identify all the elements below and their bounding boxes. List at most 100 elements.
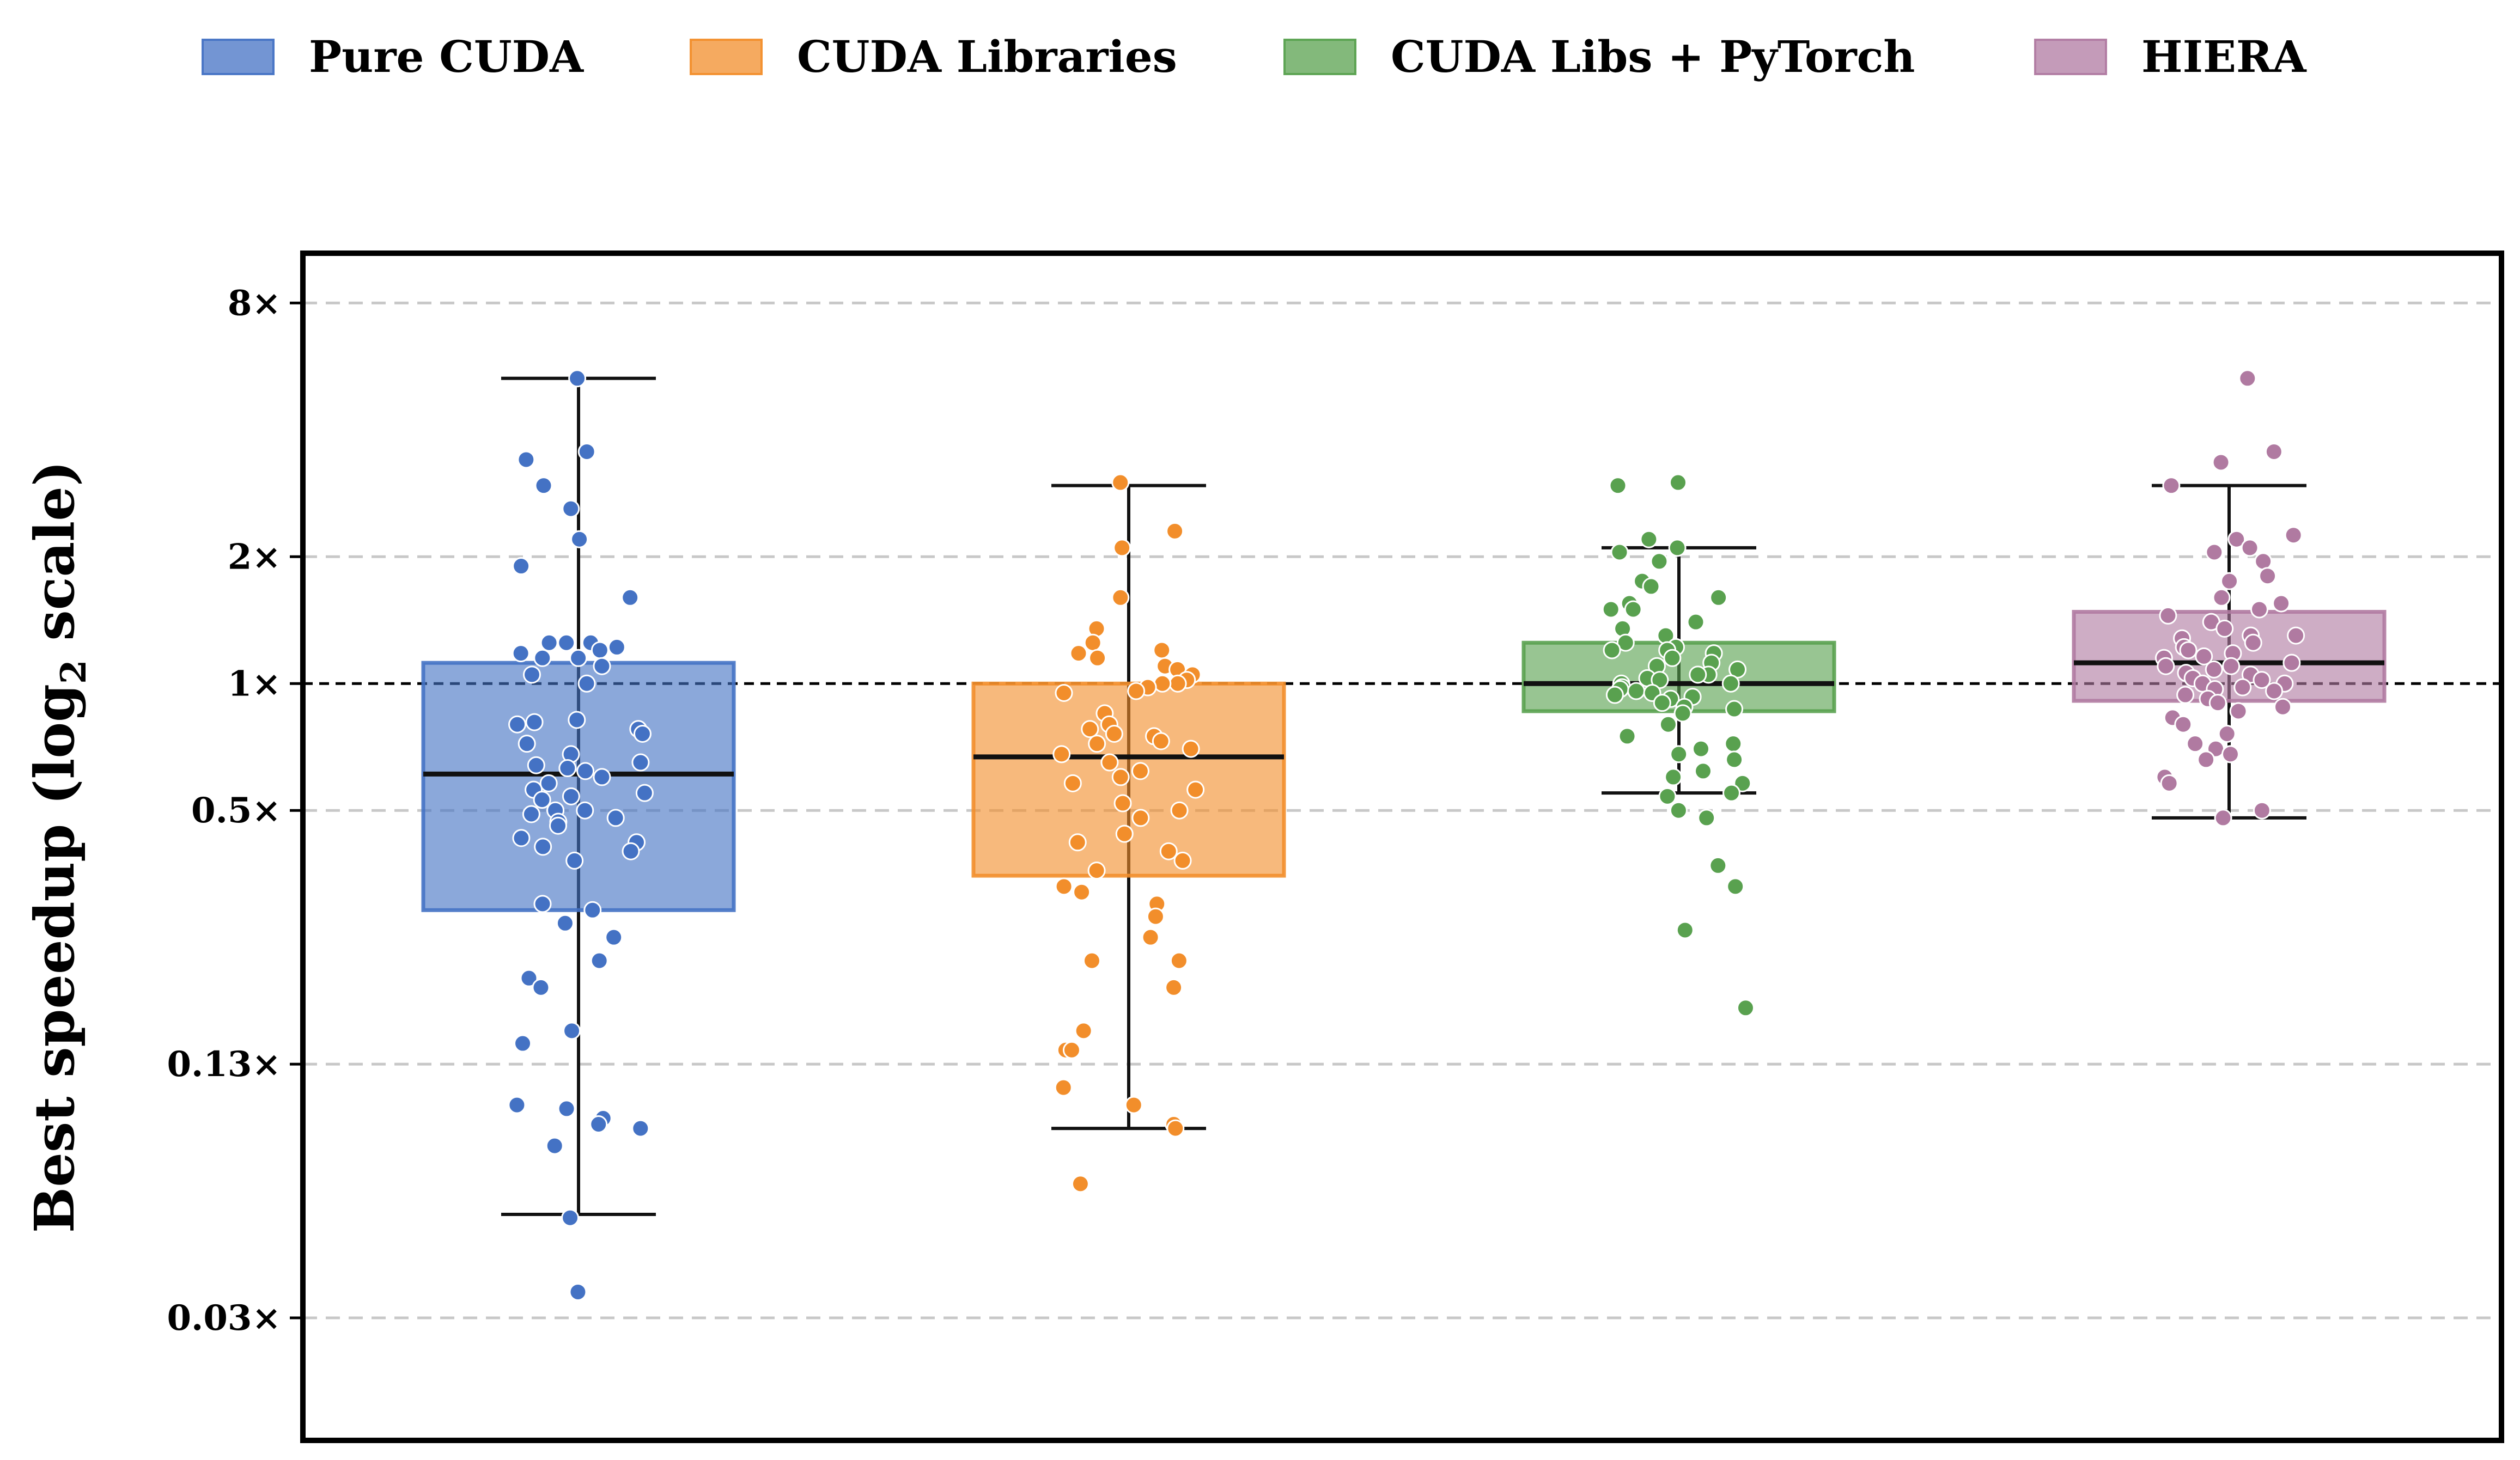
data-point [1146, 907, 1165, 926]
data-point [593, 768, 611, 786]
legend-swatch [202, 39, 275, 75]
data-point [1054, 1078, 1073, 1097]
box [421, 661, 736, 912]
y-axis-ticks: 8× 2× 1× 0.5× 0.13× 0.03× [167, 283, 303, 1339]
data-point [512, 557, 531, 576]
data-point [590, 951, 608, 970]
data-point [635, 784, 654, 802]
legend-label: Pure CUDA [309, 31, 584, 82]
legend-item: CUDA Libraries [690, 31, 1177, 82]
y-tick-label: 0.5× [191, 790, 281, 831]
data-point [2218, 724, 2236, 743]
series-hiera [2072, 369, 2387, 827]
data-point [1073, 883, 1091, 901]
data-point [1658, 787, 1677, 805]
y-axis-label-suffix: scale) [22, 461, 87, 660]
data-point [533, 895, 552, 913]
data-point [514, 1034, 532, 1053]
legend-swatch [1283, 39, 1356, 75]
data-point [1670, 745, 1688, 763]
data-point [1141, 928, 1160, 946]
data-point [2272, 594, 2291, 613]
data-point [508, 1096, 526, 1114]
data-point [1113, 794, 1132, 813]
data-point [545, 1137, 564, 1155]
data-point [2215, 619, 2234, 638]
data-point [557, 1099, 576, 1118]
data-point [1055, 877, 1073, 896]
data-point [1088, 649, 1107, 667]
data-point [1131, 762, 1149, 780]
data-point [2241, 539, 2259, 557]
data-point [2159, 606, 2177, 625]
data-point [557, 633, 576, 652]
data-point [1694, 762, 1712, 780]
data-point [2222, 657, 2241, 675]
data-point [2253, 801, 2271, 820]
data-point [2212, 453, 2230, 472]
data-point [556, 914, 574, 932]
data-point [1618, 727, 1636, 746]
data-point [1692, 740, 1711, 758]
data-point [2233, 678, 2252, 697]
data-point [2212, 588, 2231, 607]
data-point [512, 644, 530, 663]
data-point [1165, 978, 1183, 997]
series-cuda-libs-pytorch [1521, 473, 1836, 1017]
data-point [1182, 740, 1200, 758]
data-point [540, 633, 558, 652]
data-point [569, 649, 588, 667]
data-point [2221, 745, 2239, 763]
legend-item: Pure CUDA [202, 31, 584, 82]
data-point [570, 530, 589, 548]
data-point [563, 1022, 581, 1040]
data-point [1153, 641, 1171, 659]
data-point [1069, 644, 1088, 663]
data-point [607, 638, 626, 656]
data-point [517, 450, 535, 469]
data-point [1115, 824, 1134, 843]
data-point [622, 842, 640, 860]
data-point [1663, 649, 1682, 667]
data-point [2253, 671, 2271, 689]
data-point [533, 649, 552, 667]
data-point [591, 641, 609, 659]
data-point [577, 442, 596, 461]
data-point [1709, 588, 1728, 607]
data-point [2157, 657, 2175, 675]
data-point [1721, 674, 1740, 693]
data-point [2274, 698, 2292, 716]
series-cuda-libraries [971, 473, 1286, 1193]
data-point [589, 1115, 608, 1134]
data-point [1709, 856, 1727, 875]
data-point [1124, 1096, 1143, 1114]
data-point [606, 809, 625, 827]
data-point [633, 724, 652, 743]
data-point [1736, 999, 1755, 1017]
data-point [2186, 735, 2205, 753]
data-point [525, 713, 544, 731]
data-point [2174, 715, 2193, 734]
data-point [1605, 686, 1624, 704]
data-point [1664, 768, 1683, 786]
data-point [1111, 473, 1130, 492]
data-point [2208, 694, 2227, 712]
data-point [539, 774, 558, 792]
y-tick-label: 0.13× [167, 1044, 282, 1085]
y-axis-label-subscript: 2 [53, 660, 94, 685]
data-point [1166, 522, 1184, 540]
data-point [2205, 660, 2223, 679]
data-point [2265, 442, 2283, 461]
data-point [1052, 745, 1071, 763]
series-pure-cuda [421, 369, 736, 1301]
data-point [2227, 530, 2246, 548]
data-point [1068, 833, 1087, 852]
data-point [1725, 700, 1744, 718]
data-point [508, 715, 527, 734]
data-point [2238, 369, 2257, 388]
data-point [1081, 720, 1099, 738]
data-point [593, 657, 611, 675]
data-point [522, 805, 540, 823]
data-point [1673, 704, 1692, 723]
data-point [1603, 641, 1621, 659]
